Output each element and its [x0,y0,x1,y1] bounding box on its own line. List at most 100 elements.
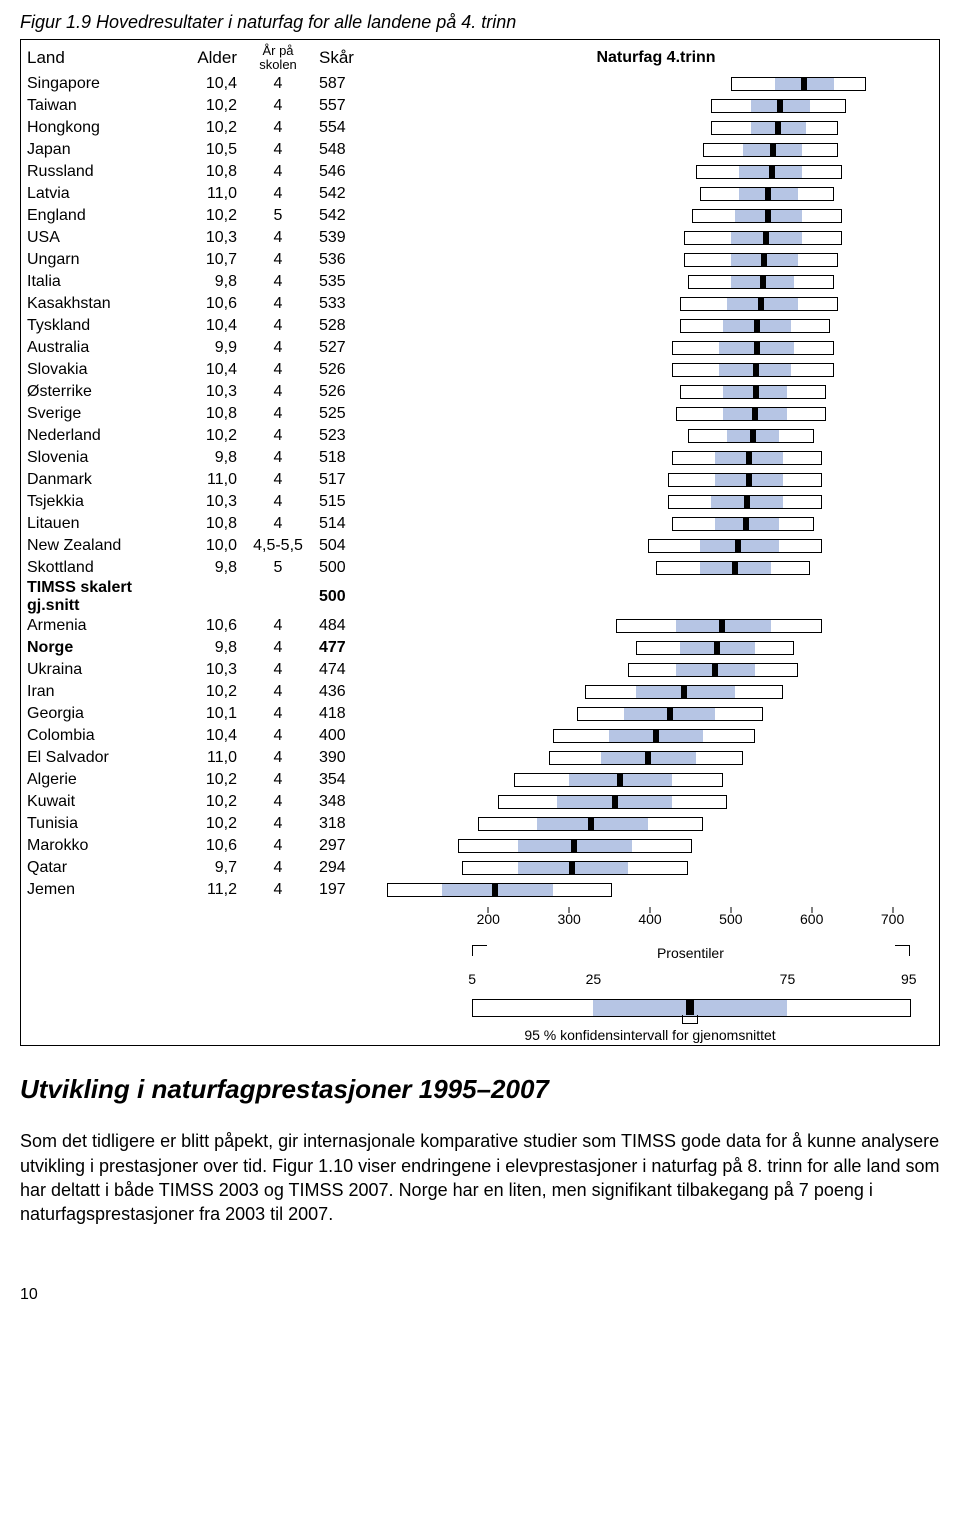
table-row: Danmark11,04517 [27,469,933,491]
cell-skar: 354 [313,771,379,789]
cell-land: Marokko [27,837,167,855]
cell-skolen: 4 [243,186,313,203]
axis-tick: 700 [881,911,904,927]
cell-skar: 504 [313,537,379,555]
cell-skar: 518 [313,449,379,467]
cell-skar: 557 [313,97,379,115]
cell-skolen: 4 [243,362,313,379]
chart-cell [379,469,933,491]
table-row: El Salvador11,04390 [27,747,933,769]
chart-cell [379,271,933,293]
chart-cell [379,73,933,95]
cell-skar: 400 [313,727,379,745]
chart-cell [379,857,933,879]
table-row: Tyskland10,44528 [27,315,933,337]
table-row: Japan10,54548 [27,139,933,161]
cell-alder: 11,0 [167,749,243,767]
cell-skar: 587 [313,75,379,93]
cell-alder: 11,0 [167,471,243,489]
cell-skolen: 4 [243,318,313,335]
x-axis: 200300400500600700 [367,911,933,935]
table-row: Tunisia10,24318 [27,813,933,835]
chart-cell [379,703,933,725]
cell-alder: 10,4 [167,317,243,335]
cell-skolen: 4 [243,274,313,291]
cell-skolen: 4 [243,728,313,745]
chart-cell [379,637,933,659]
hdr-land: Land [27,48,167,68]
table-row: Georgia10,14418 [27,703,933,725]
table-row: Ukraina10,34474 [27,659,933,681]
paragraph: Som det tidligere er blitt påpekt, gir i… [20,1129,940,1226]
chart-cell [379,359,933,381]
cell-skolen: 4 [243,662,313,679]
cell-skar: 477 [313,639,379,657]
cell-land: Norge [27,639,167,657]
hdr-chart: Naturfag 4.trinn [379,49,933,67]
cell-alder: 10,2 [167,683,243,701]
cell-land: Japan [27,141,167,159]
chart-cell [379,586,933,608]
cell-alder: 9,7 [167,859,243,877]
cell-skolen: 4 [243,472,313,489]
chart-cell [379,491,933,513]
table-row: Norge9,84477 [27,637,933,659]
cell-land: Singapore [27,75,167,93]
cell-land: Jemen [27,881,167,899]
table-row: Taiwan10,24557 [27,95,933,117]
cell-alder: 10,8 [167,515,243,533]
table-row: England10,25542 [27,205,933,227]
axis-tick: 300 [557,911,580,927]
cell-skar: 318 [313,815,379,833]
cell-land: Ungarn [27,251,167,269]
cell-alder: 10,3 [167,493,243,511]
cell-skolen: 4 [243,98,313,115]
cell-land: Tunisia [27,815,167,833]
table-row: Jemen11,24197 [27,879,933,901]
cell-skar: 536 [313,251,379,269]
axis-tick: 600 [800,911,823,927]
chart-cell [379,659,933,681]
cell-skar: 514 [313,515,379,533]
cell-land: Litauen [27,515,167,533]
cell-skolen: 4 [243,882,313,899]
percentile-labels: 5257595 [367,971,933,991]
cell-land: Italia [27,273,167,291]
cell-land: Ukraina [27,661,167,679]
percentile-tick: 95 [901,971,917,987]
cell-skar: 542 [313,185,379,203]
table-row: Skottland9,85500 [27,557,933,579]
chart-cell [379,337,933,359]
chart-cell [379,161,933,183]
cell-skolen: 4 [243,706,313,723]
cell-skar: 548 [313,141,379,159]
hdr-alder: Alder [167,48,243,68]
chart-cell [379,813,933,835]
cell-alder: 9,8 [167,559,243,577]
table-row: Litauen10,84514 [27,513,933,535]
cell-land: Kuwait [27,793,167,811]
cell-skolen: 4 [243,76,313,93]
table-row: Australia9,94527 [27,337,933,359]
figure-title: Figur 1.9 Hovedresultater i naturfag for… [20,12,940,33]
legend-block: Prosentiler 5257595 95 % konfidensinterv… [27,935,933,1043]
cell-alder: 10,3 [167,229,243,247]
cell-land: Russland [27,163,167,181]
cell-land: Slovenia [27,449,167,467]
table-row: Qatar9,74294 [27,857,933,879]
table-row: Russland10,84546 [27,161,933,183]
legend-bar [367,995,933,1021]
cell-alder: 10,3 [167,383,243,401]
cell-alder: 10,2 [167,207,243,225]
table-row: Italia9,84535 [27,271,933,293]
hdr-skolen: År på skolen [243,44,313,71]
cell-alder: 11,2 [167,881,243,899]
cell-skolen: 4 [243,450,313,467]
cell-alder: 10,6 [167,837,243,855]
axis-tick: 200 [477,911,500,927]
cell-skar: 523 [313,427,379,445]
cell-land: Skottland [27,559,167,577]
percentile-tick: 5 [468,971,476,987]
cell-skar: 533 [313,295,379,313]
cell-alder: 10,2 [167,771,243,789]
